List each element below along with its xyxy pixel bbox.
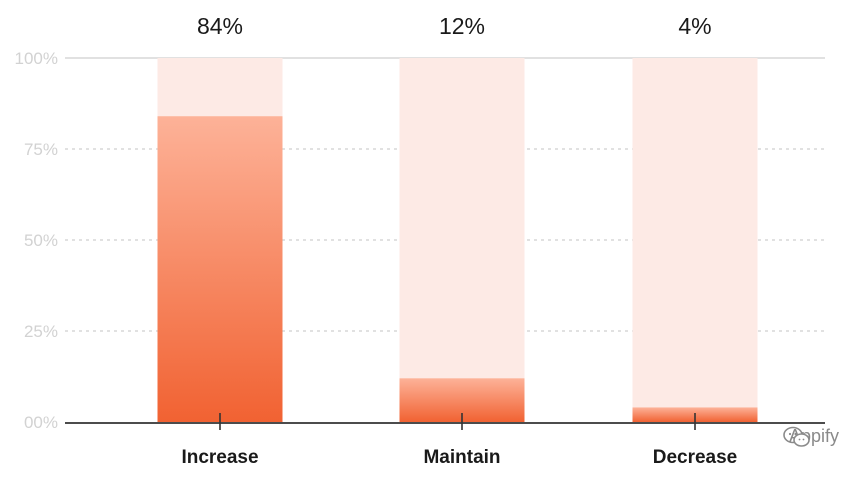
data-label: 84%: [197, 13, 243, 39]
y-tick-label: 50%: [24, 231, 58, 250]
y-tick-label: 100%: [15, 49, 58, 68]
y-tick-label: 00%: [24, 413, 58, 432]
bar: [157, 116, 283, 423]
data-label: 4%: [678, 13, 711, 39]
bar-track: [399, 58, 525, 422]
y-tick-label: 75%: [24, 140, 58, 159]
watermark: Appify: [783, 426, 839, 447]
y-tick-label: 25%: [24, 322, 58, 341]
x-tick-label: Decrease: [653, 447, 738, 468]
bar-track: [632, 58, 758, 422]
x-tick-label: Maintain: [423, 447, 500, 468]
data-label: 12%: [439, 13, 485, 39]
x-tick-label: Increase: [181, 447, 258, 468]
